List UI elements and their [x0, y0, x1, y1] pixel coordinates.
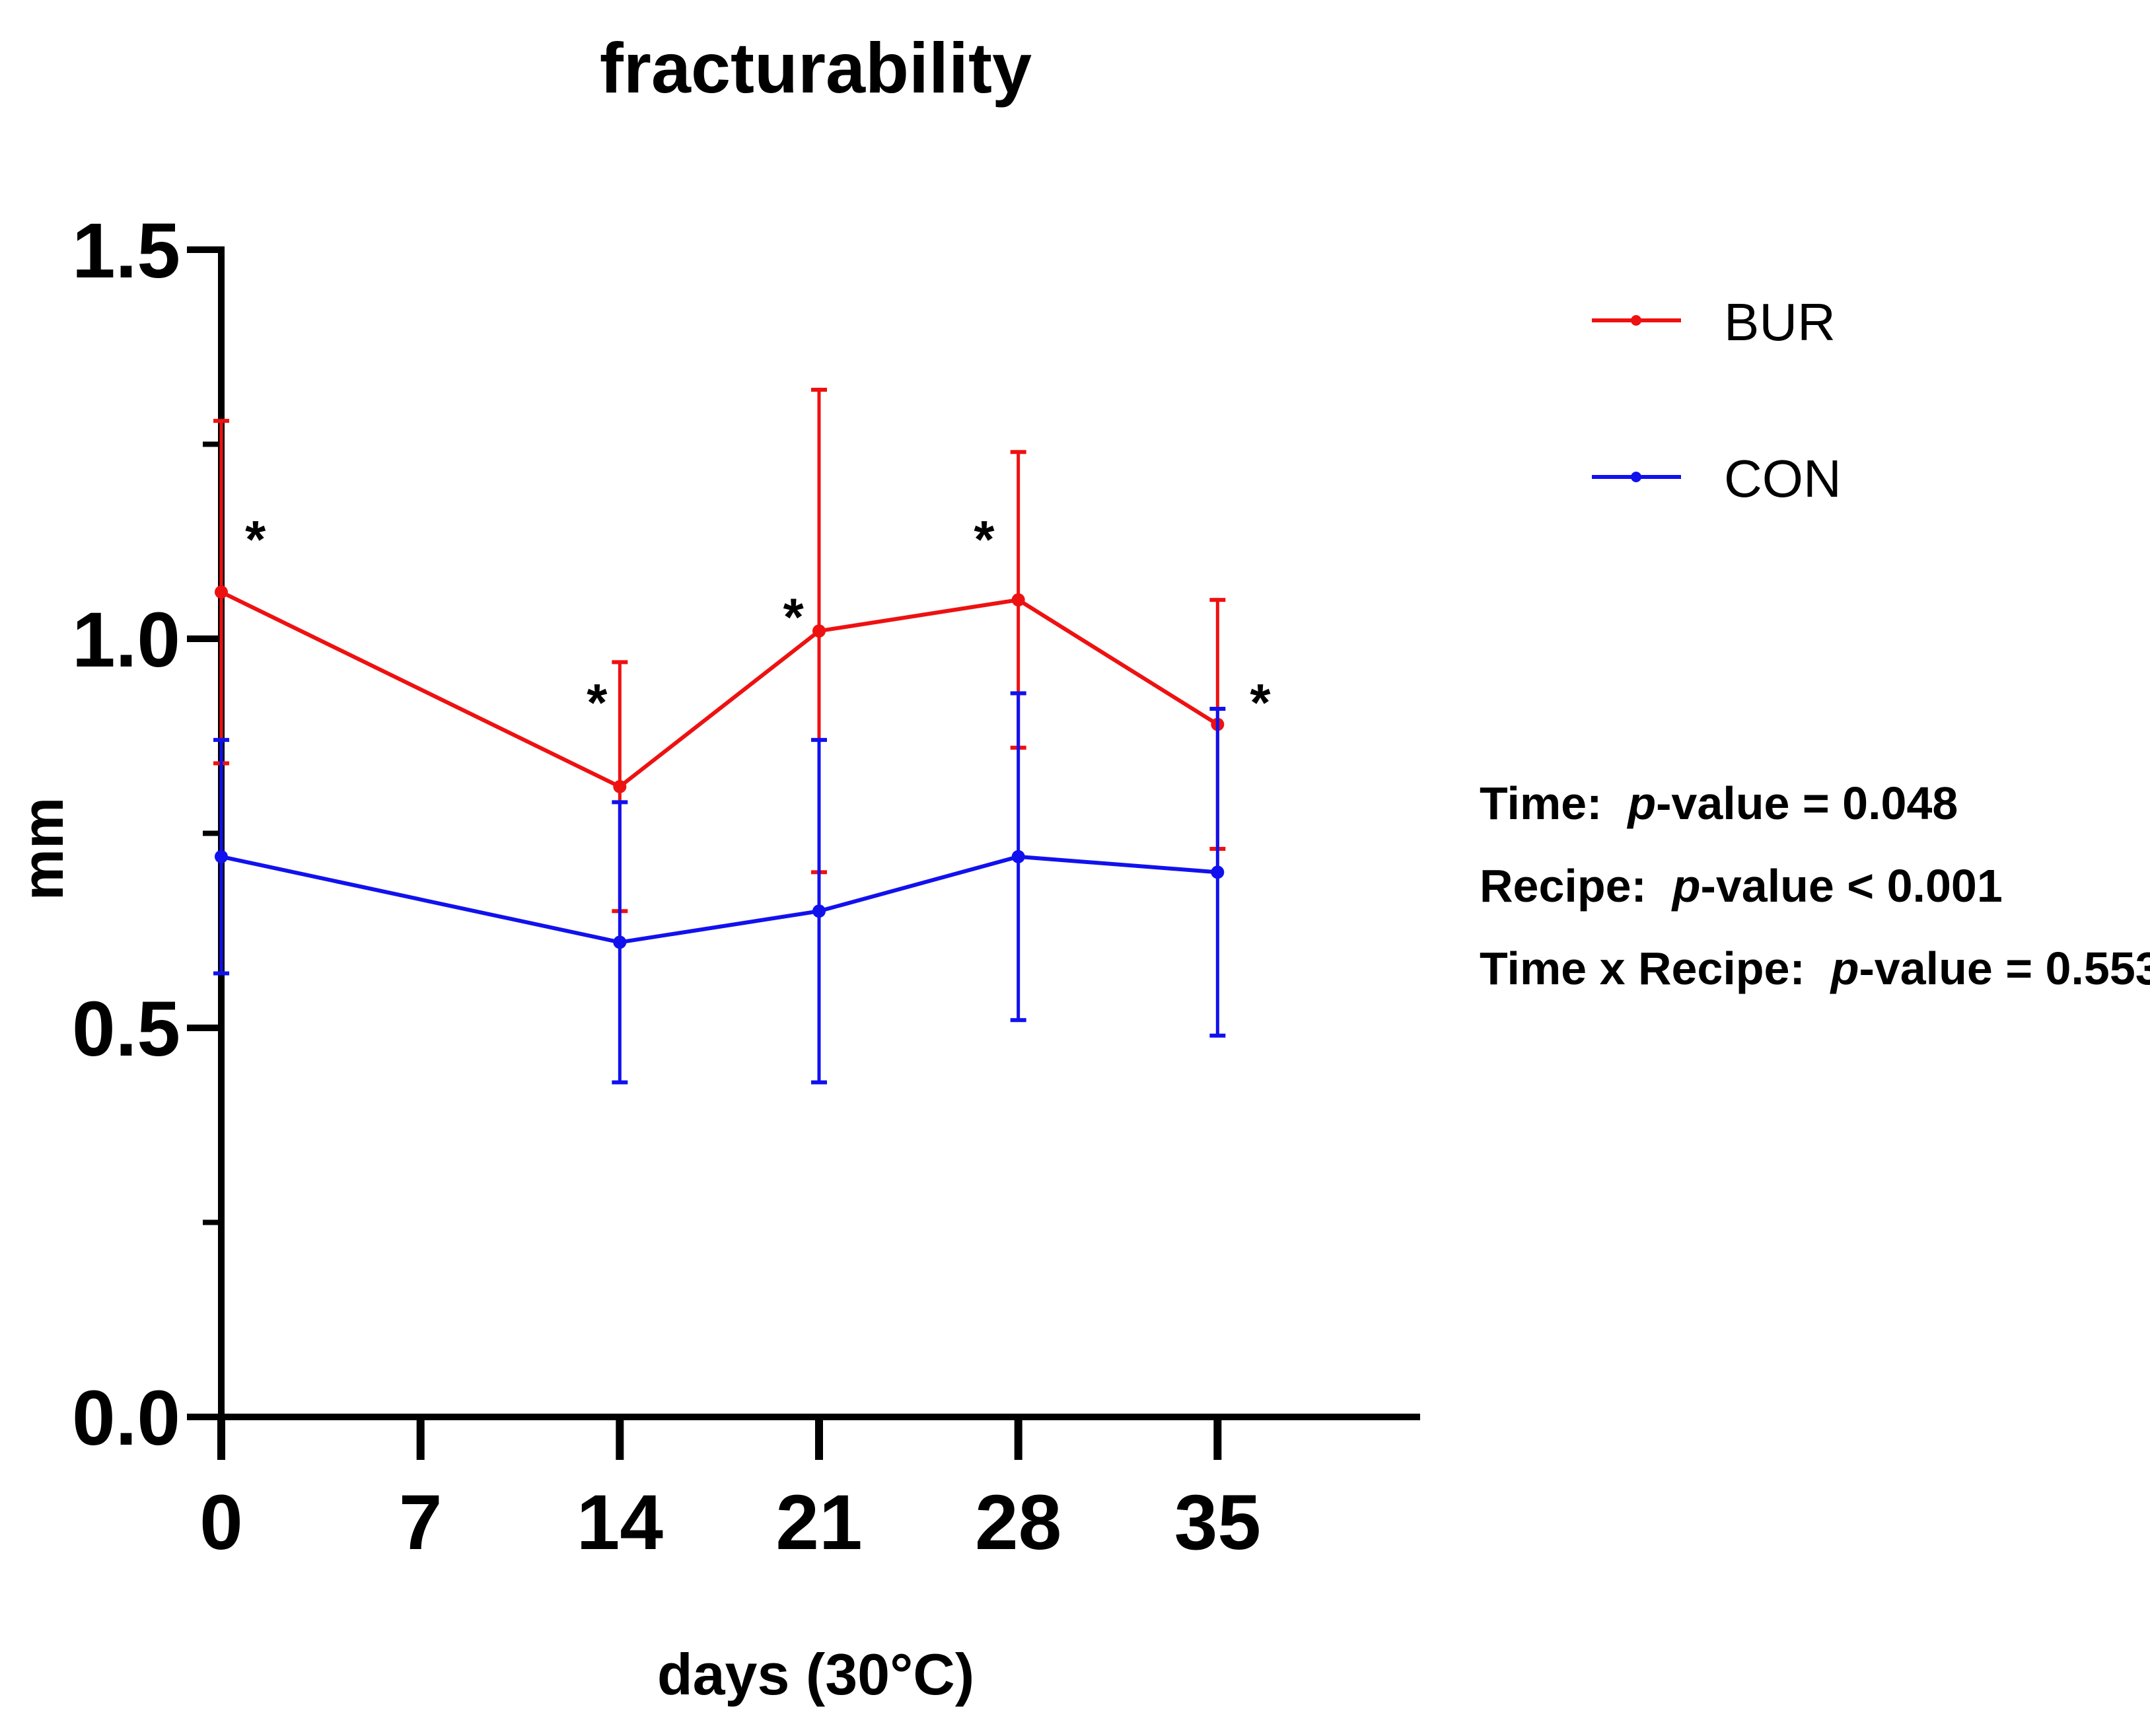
data-point [1011, 593, 1025, 607]
series-line [220, 590, 1219, 789]
significance-marker: * [1250, 673, 1271, 732]
legend-label-bur: BUR [1724, 293, 1836, 351]
legend: BUR CON [1592, 293, 1842, 508]
x-tick-label: 28 [975, 1479, 1061, 1566]
series-con [213, 691, 1226, 1085]
y-tick-label: 0.5 [72, 986, 180, 1073]
y-tick-label: 1.0 [72, 597, 180, 684]
y-tick-label: 0.0 [72, 1375, 180, 1462]
y-tick-label: 1.5 [72, 207, 180, 295]
data-point [1011, 850, 1025, 863]
data-point [613, 935, 627, 949]
stats-time-x-recipe: Time x Recipe: p-value = 0.553 [1480, 943, 2150, 994]
chart-title: fracturability [600, 28, 1032, 108]
series-line [221, 854, 1218, 945]
y-axis-label: mm [10, 797, 75, 901]
x-tick-label: 21 [775, 1479, 862, 1566]
x-axis-label: days (30°C) [657, 1642, 974, 1707]
data-point [215, 850, 228, 863]
data-point [215, 585, 228, 599]
legend-label-con: CON [1724, 449, 1842, 508]
stats-annotations: Time: p-value = 0.048 Recipe: p-value < … [1480, 778, 2150, 994]
significance-marker: * [783, 588, 805, 647]
significance-marker: * [587, 673, 608, 732]
data-point [812, 624, 826, 638]
data-point [812, 904, 826, 918]
significance-marker: * [245, 510, 266, 569]
x-tick-label: 0 [199, 1479, 243, 1566]
data-point [1211, 865, 1225, 879]
stats-time: Time: p-value = 0.048 [1480, 778, 1958, 829]
legend-marker-con [1631, 472, 1641, 482]
x-tick-label: 14 [577, 1479, 663, 1566]
legend-marker-bur [1631, 315, 1641, 326]
x-tick-label: 7 [399, 1479, 443, 1566]
series-bur [213, 388, 1226, 914]
significance-marker: * [974, 510, 995, 569]
data-point [613, 779, 627, 793]
stats-recipe: Recipe: p-value < 0.001 [1480, 860, 2003, 912]
x-tick-label: 35 [1174, 1479, 1261, 1566]
